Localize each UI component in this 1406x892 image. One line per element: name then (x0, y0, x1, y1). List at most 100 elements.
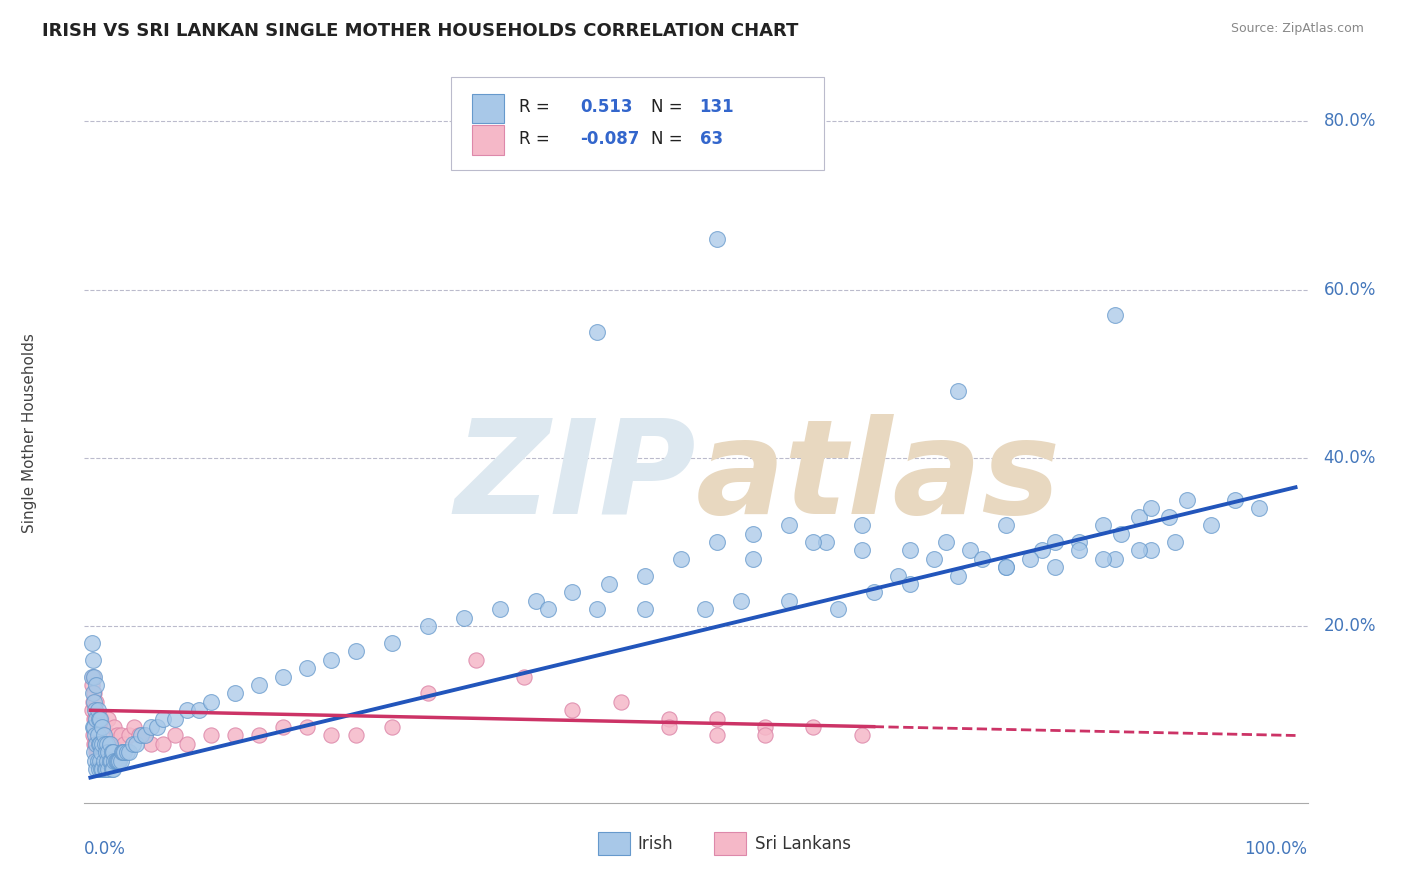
Point (609, 695, 631, 709)
Point (89, 712, 111, 726)
Point (145, 720, 167, 734)
Point (86, 678, 108, 692)
Point (84, 703, 107, 717)
Point (86, 695, 108, 709)
FancyBboxPatch shape (472, 94, 503, 123)
Point (1019, 551, 1042, 566)
Point (995, 560, 1018, 574)
Point (105, 729, 128, 743)
Point (83, 686, 105, 700)
Point (118, 729, 141, 743)
Point (134, 729, 156, 743)
Point (86, 762, 108, 776)
Point (669, 551, 692, 566)
Text: atlas: atlas (696, 414, 1062, 541)
Point (128, 729, 150, 743)
Text: Irish: Irish (637, 835, 673, 853)
Point (101, 762, 124, 776)
Point (1091, 551, 1114, 566)
FancyBboxPatch shape (472, 126, 503, 155)
Text: N =: N = (651, 129, 682, 148)
Point (416, 619, 439, 633)
Point (946, 384, 969, 398)
Point (851, 729, 873, 743)
Point (89, 720, 111, 734)
Point (83, 670, 105, 684)
Point (271, 720, 294, 734)
Point (935, 535, 957, 549)
Point (561, 703, 583, 717)
Point (86, 720, 108, 734)
Point (86, 745, 108, 759)
Point (80, 703, 103, 717)
Text: 63: 63 (700, 129, 723, 148)
Point (1104, 308, 1126, 322)
Point (754, 729, 776, 743)
Point (321, 729, 343, 743)
Point (82, 729, 104, 743)
Point (972, 551, 994, 566)
Point (96, 754, 118, 768)
Point (247, 678, 270, 692)
Point (754, 720, 776, 734)
Point (1157, 509, 1180, 524)
Point (129, 729, 152, 743)
Point (84, 729, 107, 743)
Text: Sri Lankans: Sri Lankans (755, 835, 851, 853)
Text: Single Mother Households: Single Mother Households (22, 333, 37, 533)
Point (96, 737, 118, 751)
Point (111, 745, 134, 759)
Point (104, 754, 127, 768)
Point (416, 686, 439, 700)
Point (80, 678, 103, 692)
Point (112, 737, 135, 751)
Text: 60.0%: 60.0% (1323, 281, 1376, 299)
Point (94, 762, 117, 776)
Point (297, 720, 319, 734)
Point (803, 720, 825, 734)
Point (163, 712, 186, 726)
Point (139, 737, 162, 751)
Point (465, 653, 488, 667)
Point (224, 729, 246, 743)
Point (224, 686, 246, 700)
Point (1128, 509, 1150, 524)
Point (1031, 543, 1053, 558)
Point (344, 644, 367, 658)
Point (82, 695, 104, 709)
Point (90, 762, 112, 776)
Point (87, 737, 110, 751)
Point (91, 720, 114, 734)
Point (585, 602, 607, 616)
Point (112, 745, 135, 759)
Point (321, 653, 343, 667)
Point (86, 712, 108, 726)
Point (1175, 492, 1198, 507)
Point (176, 703, 198, 717)
Point (139, 720, 162, 734)
Point (94, 729, 117, 743)
Point (86, 720, 108, 734)
Point (87, 762, 110, 776)
Point (995, 560, 1018, 574)
Point (1249, 501, 1271, 516)
Text: ZIP: ZIP (454, 414, 696, 541)
Point (98, 737, 121, 751)
Point (814, 535, 837, 549)
Point (778, 594, 800, 608)
Point (163, 729, 186, 743)
Point (90, 745, 112, 759)
Point (922, 551, 945, 566)
Point (1067, 543, 1090, 558)
Text: N =: N = (651, 98, 682, 116)
Point (851, 518, 873, 533)
Point (82, 653, 104, 667)
Point (94, 737, 117, 751)
Point (693, 602, 716, 616)
Point (1067, 535, 1090, 549)
Point (247, 729, 270, 743)
Point (108, 754, 131, 768)
Point (101, 745, 124, 759)
Point (110, 754, 132, 768)
Point (297, 661, 319, 675)
